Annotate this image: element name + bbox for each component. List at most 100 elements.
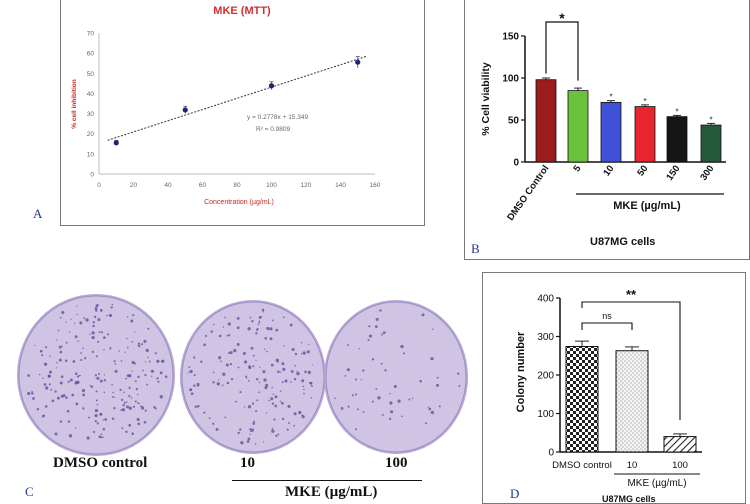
colony-dot: [38, 373, 41, 376]
colony-dot: [103, 348, 105, 351]
panel-b-label: B: [471, 241, 480, 256]
colony-dot: [204, 334, 208, 338]
colony-dot: [60, 375, 64, 378]
colony-dot: [255, 332, 258, 335]
colony-dot: [125, 430, 128, 434]
colony-dot: [97, 340, 100, 343]
colony-dot: [244, 360, 248, 364]
colony-dot: [351, 394, 354, 397]
panel-a-x-tick-label: 20: [130, 182, 138, 189]
colony-dot: [252, 365, 255, 368]
colony-dot: [95, 355, 98, 358]
colony-dot: [128, 395, 131, 398]
panel-d-y-tick-label: 100: [537, 409, 554, 420]
colony-dot: [94, 374, 97, 377]
colony-dot: [59, 420, 63, 423]
colony-dot: [114, 396, 116, 398]
colony-dot: [264, 386, 268, 390]
colony-dot: [102, 419, 105, 421]
panel-b-y-tick-label: 100: [502, 74, 519, 85]
panel-d-group-label: MKE (µg/mL): [627, 478, 686, 489]
colony-dot: [97, 373, 100, 375]
colony-dot: [31, 392, 34, 395]
colony-dot: [93, 430, 96, 434]
colony-dot: [304, 370, 307, 374]
colony-dot: [425, 422, 428, 425]
colony-dot: [257, 323, 260, 325]
colony-dot: [122, 404, 125, 407]
colony-dot: [113, 360, 116, 363]
colony-dot: [143, 339, 147, 343]
colony-dot: [229, 351, 233, 355]
colony-dot: [48, 383, 51, 386]
panel-a-y-tick-label: 20: [87, 131, 95, 138]
colony-dot: [294, 364, 296, 367]
colony-dot: [124, 351, 126, 353]
colony-dot: [251, 319, 254, 323]
colony-dot: [274, 404, 278, 408]
colony-dot: [76, 305, 78, 307]
panel-a-x-tick-label: 140: [335, 182, 346, 189]
colony-dot: [95, 309, 98, 312]
colony-dot: [226, 381, 230, 385]
colony-dot: [250, 346, 254, 350]
panel-b-caption: U87MG cells: [590, 236, 656, 248]
colony-dot: [190, 392, 194, 396]
colony-dot: [419, 379, 422, 383]
colony-dot: [67, 380, 70, 383]
colony-dot: [94, 413, 98, 418]
colony-dot: [400, 415, 403, 418]
colony-dot: [283, 345, 285, 347]
colony-dot: [128, 406, 132, 410]
colony-dot: [389, 392, 391, 395]
colony-dot: [41, 414, 45, 418]
colony-dot: [263, 378, 267, 382]
colony-dot: [262, 311, 265, 313]
colony-dot: [95, 399, 98, 402]
colony-dot: [83, 317, 86, 319]
colony-dot: [102, 427, 106, 431]
colony-dot: [106, 314, 108, 317]
colony-dot: [193, 356, 196, 359]
colony-dot: [74, 372, 78, 375]
colony-dot: [239, 428, 242, 431]
colony-dot: [144, 373, 147, 377]
panel-b-x-tick-label: 50: [635, 163, 650, 178]
colony-dot: [159, 395, 163, 399]
colony-dot: [243, 406, 246, 408]
colony-dot: [43, 362, 48, 366]
colony-dot: [156, 377, 159, 380]
colony-dot: [56, 362, 58, 364]
colony-dot: [147, 356, 149, 359]
colony-dot: [132, 405, 135, 408]
colony-dot: [218, 334, 222, 338]
colony-dot: [221, 384, 224, 387]
colony-dot: [247, 437, 251, 441]
colony-dot: [188, 366, 191, 369]
colony-dot: [89, 333, 91, 336]
panel-b-significance-mark: *: [609, 93, 612, 102]
colony-dot: [71, 393, 75, 397]
colony-dot: [249, 433, 251, 436]
colony-dot: [276, 360, 279, 363]
panel-c-group-label: MKE (µg/mL): [285, 484, 378, 500]
panel-b-significance-bracket: [545, 21, 579, 81]
colony-dot: [32, 397, 35, 400]
colony-dot: [375, 317, 379, 321]
colony-dot: [61, 345, 63, 347]
colony-dot: [96, 422, 99, 425]
colony-dot: [56, 396, 60, 400]
colony-dot: [430, 410, 435, 415]
colony-dot: [252, 354, 255, 357]
colony-dot: [274, 395, 278, 399]
colony-dot: [226, 334, 228, 337]
colony-dot: [103, 391, 106, 394]
colony-dot: [43, 383, 47, 386]
colony-dot: [229, 362, 233, 366]
colony-dot: [281, 417, 285, 421]
colony-dot: [408, 398, 411, 401]
colony-dot: [271, 402, 275, 405]
colony-dot: [91, 331, 95, 335]
colony-dot: [66, 409, 70, 413]
